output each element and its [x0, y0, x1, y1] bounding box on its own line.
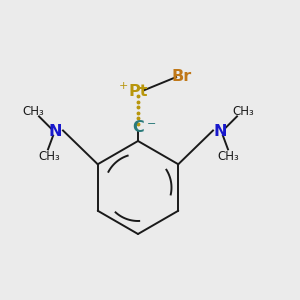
Text: +: + [119, 81, 128, 91]
Text: C: C [132, 120, 144, 135]
Text: CH₃: CH₃ [38, 150, 60, 163]
Text: CH₃: CH₃ [22, 105, 44, 118]
Text: −: − [147, 119, 156, 130]
Text: N: N [49, 124, 62, 140]
Text: Pt: Pt [128, 84, 148, 99]
Text: CH₃: CH₃ [232, 105, 254, 118]
Text: CH₃: CH₃ [217, 150, 239, 163]
Text: Br: Br [171, 69, 192, 84]
Text: N: N [214, 124, 227, 140]
